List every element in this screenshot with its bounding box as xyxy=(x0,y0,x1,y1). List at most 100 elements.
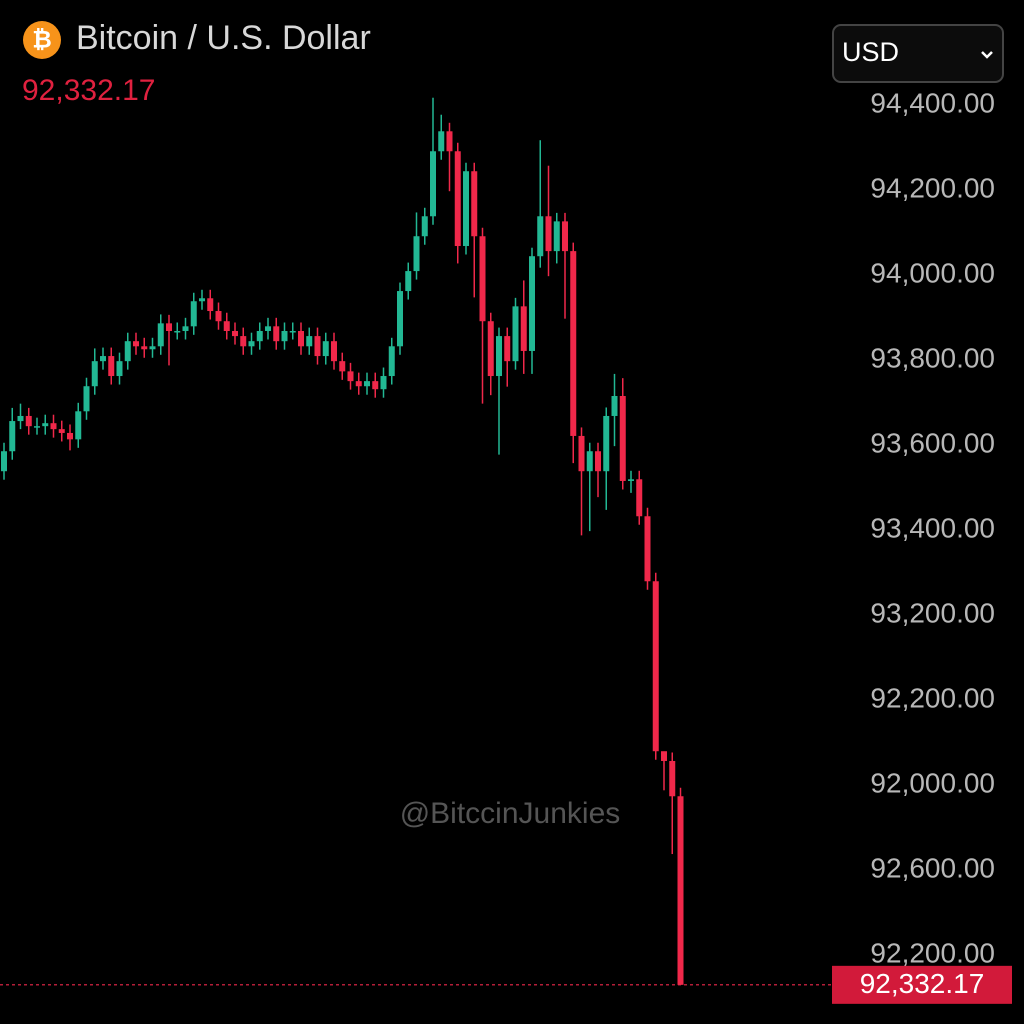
plot-area xyxy=(1,97,684,985)
candle-body xyxy=(446,131,453,152)
candle-body xyxy=(454,151,461,247)
candle-body xyxy=(652,581,659,752)
candle-body xyxy=(240,336,247,347)
candle-body xyxy=(496,336,502,377)
candle-body xyxy=(677,796,684,985)
candle-body xyxy=(67,432,73,440)
bitcoin-icon-glyph: ₿ xyxy=(32,26,52,53)
y-tick-label: 94,200.00 xyxy=(870,172,995,203)
candle-body xyxy=(9,421,16,452)
candle-body xyxy=(141,346,148,350)
candle-body xyxy=(405,271,412,292)
candle-body xyxy=(553,221,560,252)
candle-body xyxy=(207,298,214,312)
candle-body xyxy=(83,386,90,412)
candle-body xyxy=(388,346,395,377)
candle-body xyxy=(42,423,49,427)
candle-body xyxy=(504,336,511,362)
candle-body xyxy=(669,760,676,797)
candle-body xyxy=(545,216,552,252)
y-tick-label: 92,200.00 xyxy=(870,682,995,713)
candle-body xyxy=(372,381,379,390)
last-price-tag xyxy=(832,965,1012,1004)
candle-body xyxy=(100,356,106,362)
candle-body xyxy=(58,429,65,433)
y-tick-label: 93,200.00 xyxy=(870,597,995,628)
candle-body xyxy=(322,341,329,357)
currency-dropdown[interactable] xyxy=(832,24,1004,83)
dropdown-chevron xyxy=(981,51,993,59)
candle-body xyxy=(314,336,321,357)
candle-body xyxy=(595,451,601,472)
candle-body xyxy=(281,330,288,342)
candle-body xyxy=(75,411,82,440)
candle-body xyxy=(438,131,445,152)
candle-body xyxy=(512,306,519,362)
candle-body xyxy=(232,330,238,337)
candle-body xyxy=(364,381,370,387)
candle-body xyxy=(331,341,337,362)
candle-body xyxy=(520,306,527,351)
candle-body xyxy=(471,171,478,237)
current-price: 92,332.17 xyxy=(22,74,155,107)
candle-body xyxy=(149,346,156,350)
candle-body xyxy=(190,301,197,327)
candle-body xyxy=(50,423,57,430)
candle-body xyxy=(430,151,436,217)
bitcoin-icon xyxy=(23,21,61,59)
candle-body xyxy=(34,426,40,428)
candle-body xyxy=(644,516,651,582)
y-tick-label: 92,200.00 xyxy=(870,937,995,968)
candle-body xyxy=(421,216,428,237)
candle-body xyxy=(487,321,494,377)
watermark: @BitccinJunkies xyxy=(400,797,621,830)
candle-body xyxy=(479,236,486,322)
candle-body xyxy=(223,321,230,331)
candle-body xyxy=(298,330,304,347)
candle-body xyxy=(619,396,626,481)
candle-body xyxy=(611,396,618,416)
candle-body xyxy=(661,751,667,761)
candle-body xyxy=(578,435,585,472)
candle-body xyxy=(273,326,280,342)
candle-body xyxy=(1,451,7,472)
candle-body xyxy=(133,341,139,347)
candle-body xyxy=(636,479,643,517)
y-tick-label: 94,400.00 xyxy=(870,87,995,118)
candle-body xyxy=(91,361,98,387)
candle-body xyxy=(157,323,164,347)
candle-body xyxy=(256,330,263,342)
candle-body xyxy=(537,216,544,257)
candle-body xyxy=(339,361,346,372)
candle-body xyxy=(265,326,271,331)
y-tick-label: 93,600.00 xyxy=(870,427,995,458)
candle-body xyxy=(17,415,24,422)
candle-body xyxy=(199,298,205,302)
y-tick-label: 94,000.00 xyxy=(870,257,995,288)
last-price-tag-label: 92,332.17 xyxy=(860,968,985,999)
candle-body xyxy=(603,415,610,472)
y-tick-label: 92,000.00 xyxy=(870,767,995,798)
y-tick-label: 93,400.00 xyxy=(870,512,995,543)
candle-body xyxy=(108,356,115,377)
candle-body xyxy=(124,341,131,362)
candle-body xyxy=(25,415,32,427)
candle-body xyxy=(289,330,296,333)
candle-body xyxy=(166,323,172,331)
currency-label: USD xyxy=(842,37,899,67)
candle-body xyxy=(347,371,354,382)
y-tick-label: 93,800.00 xyxy=(870,342,995,373)
candle-body xyxy=(570,251,577,436)
candle-body xyxy=(174,330,181,333)
candle-body xyxy=(116,361,123,377)
candle-body xyxy=(380,376,387,390)
candle-body xyxy=(628,479,634,481)
candle-body xyxy=(306,336,313,347)
candle-body xyxy=(215,311,222,322)
chart-title: Bitcoin / U.S. Dollar xyxy=(76,19,371,57)
candle-body xyxy=(463,171,469,247)
candle-body xyxy=(248,341,255,347)
candle-body xyxy=(529,256,535,351)
